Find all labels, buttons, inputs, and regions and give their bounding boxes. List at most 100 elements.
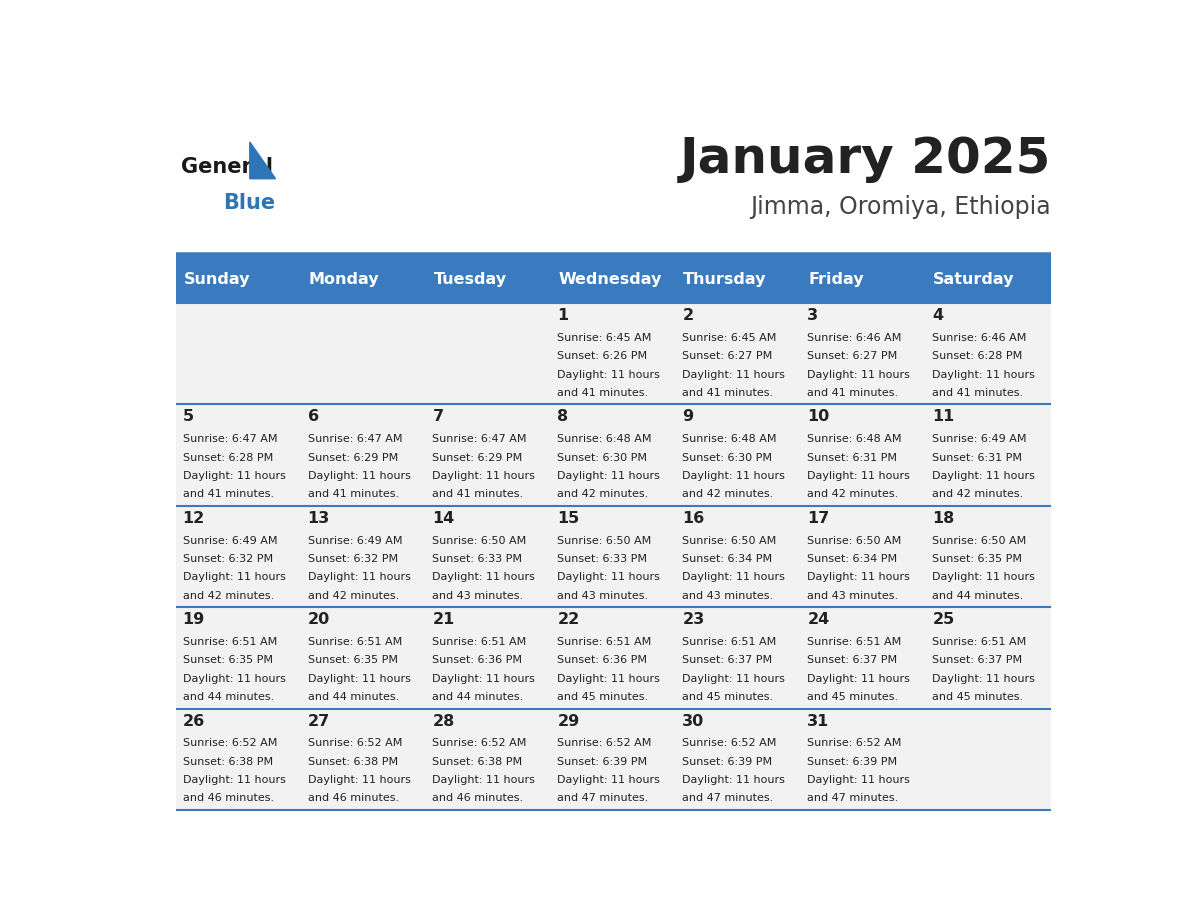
Bar <box>176 607 301 709</box>
Bar <box>176 255 301 303</box>
Text: Sunrise: 6:48 AM: Sunrise: 6:48 AM <box>557 434 652 444</box>
Text: 30: 30 <box>682 713 704 729</box>
Text: Daylight: 11 hours: Daylight: 11 hours <box>808 572 910 582</box>
Text: Sunrise: 6:50 AM: Sunrise: 6:50 AM <box>933 535 1026 545</box>
Text: Daylight: 11 hours: Daylight: 11 hours <box>808 674 910 684</box>
Bar <box>801 607 925 709</box>
Text: 17: 17 <box>808 510 829 526</box>
Bar <box>176 303 301 405</box>
Text: Sunset: 6:31 PM: Sunset: 6:31 PM <box>933 453 1023 463</box>
Text: Sunset: 6:37 PM: Sunset: 6:37 PM <box>933 655 1023 666</box>
Text: Sunset: 6:39 PM: Sunset: 6:39 PM <box>808 756 897 767</box>
Text: Sunset: 6:39 PM: Sunset: 6:39 PM <box>557 756 647 767</box>
Text: and 41 minutes.: and 41 minutes. <box>682 388 773 398</box>
Text: Sunset: 6:38 PM: Sunset: 6:38 PM <box>183 756 273 767</box>
Text: Daylight: 11 hours: Daylight: 11 hours <box>432 674 536 684</box>
Text: Sunset: 6:27 PM: Sunset: 6:27 PM <box>808 352 898 361</box>
Text: and 42 minutes.: and 42 minutes. <box>557 489 649 499</box>
Text: and 44 minutes.: and 44 minutes. <box>183 692 273 702</box>
Text: Daylight: 11 hours: Daylight: 11 hours <box>808 775 910 785</box>
Text: Monday: Monday <box>309 272 379 286</box>
Text: Thursday: Thursday <box>683 272 766 286</box>
Text: Sunset: 6:31 PM: Sunset: 6:31 PM <box>808 453 897 463</box>
Bar <box>676 607 801 709</box>
Text: and 45 minutes.: and 45 minutes. <box>682 692 773 702</box>
Text: 1: 1 <box>557 308 569 323</box>
Text: Sunset: 6:35 PM: Sunset: 6:35 PM <box>183 655 272 666</box>
Text: and 41 minutes.: and 41 minutes. <box>557 388 649 398</box>
Bar <box>676 709 801 810</box>
Text: Sunrise: 6:51 AM: Sunrise: 6:51 AM <box>682 637 777 647</box>
Text: and 44 minutes.: and 44 minutes. <box>933 590 1024 600</box>
Bar <box>551 709 676 810</box>
Bar <box>801 405 925 506</box>
Text: Sunset: 6:27 PM: Sunset: 6:27 PM <box>682 352 772 361</box>
Text: 16: 16 <box>682 510 704 526</box>
Text: Sunrise: 6:51 AM: Sunrise: 6:51 AM <box>308 637 402 647</box>
Text: Jimma, Oromiya, Ethiopia: Jimma, Oromiya, Ethiopia <box>750 195 1051 219</box>
Text: 27: 27 <box>308 713 330 729</box>
Bar <box>551 405 676 506</box>
Text: Daylight: 11 hours: Daylight: 11 hours <box>682 775 785 785</box>
Text: 6: 6 <box>308 409 318 424</box>
Bar <box>176 506 301 607</box>
Text: Daylight: 11 hours: Daylight: 11 hours <box>682 572 785 582</box>
Text: Sunrise: 6:48 AM: Sunrise: 6:48 AM <box>808 434 902 444</box>
Text: and 42 minutes.: and 42 minutes. <box>308 590 399 600</box>
Text: and 47 minutes.: and 47 minutes. <box>808 793 898 803</box>
Text: Daylight: 11 hours: Daylight: 11 hours <box>933 572 1035 582</box>
Bar <box>801 303 925 405</box>
Text: 14: 14 <box>432 510 455 526</box>
Text: Sunset: 6:34 PM: Sunset: 6:34 PM <box>682 554 772 564</box>
Bar <box>551 607 676 709</box>
Text: and 43 minutes.: and 43 minutes. <box>432 590 524 600</box>
Text: 7: 7 <box>432 409 443 424</box>
Text: Sunrise: 6:52 AM: Sunrise: 6:52 AM <box>432 738 526 748</box>
Text: and 47 minutes.: and 47 minutes. <box>682 793 773 803</box>
Text: Sunrise: 6:51 AM: Sunrise: 6:51 AM <box>183 637 277 647</box>
Text: Sunset: 6:29 PM: Sunset: 6:29 PM <box>308 453 398 463</box>
Text: Sunset: 6:33 PM: Sunset: 6:33 PM <box>557 554 647 564</box>
Bar <box>676 303 801 405</box>
Text: Sunset: 6:28 PM: Sunset: 6:28 PM <box>183 453 273 463</box>
Text: and 47 minutes.: and 47 minutes. <box>557 793 649 803</box>
Text: Sunset: 6:39 PM: Sunset: 6:39 PM <box>682 756 772 767</box>
Text: Daylight: 11 hours: Daylight: 11 hours <box>432 471 536 481</box>
Text: Daylight: 11 hours: Daylight: 11 hours <box>557 471 661 481</box>
Text: Sunrise: 6:52 AM: Sunrise: 6:52 AM <box>808 738 902 748</box>
Text: Sunrise: 6:49 AM: Sunrise: 6:49 AM <box>933 434 1026 444</box>
Text: Sunset: 6:32 PM: Sunset: 6:32 PM <box>308 554 398 564</box>
Text: and 42 minutes.: and 42 minutes. <box>183 590 273 600</box>
Text: Sunrise: 6:45 AM: Sunrise: 6:45 AM <box>682 333 777 342</box>
Text: Daylight: 11 hours: Daylight: 11 hours <box>682 674 785 684</box>
Text: and 43 minutes.: and 43 minutes. <box>682 590 773 600</box>
Text: Sunset: 6:26 PM: Sunset: 6:26 PM <box>557 352 647 361</box>
Text: Daylight: 11 hours: Daylight: 11 hours <box>432 775 536 785</box>
Text: Sunday: Sunday <box>183 272 249 286</box>
Text: Daylight: 11 hours: Daylight: 11 hours <box>183 572 285 582</box>
Text: Sunset: 6:28 PM: Sunset: 6:28 PM <box>933 352 1023 361</box>
Text: 31: 31 <box>808 713 829 729</box>
Bar <box>676 506 801 607</box>
Bar <box>301 709 426 810</box>
Bar <box>301 255 426 303</box>
Text: Daylight: 11 hours: Daylight: 11 hours <box>682 471 785 481</box>
Bar <box>426 405 551 506</box>
Text: Sunset: 6:34 PM: Sunset: 6:34 PM <box>808 554 897 564</box>
Text: Sunrise: 6:49 AM: Sunrise: 6:49 AM <box>183 535 277 545</box>
Bar <box>801 506 925 607</box>
Text: 5: 5 <box>183 409 194 424</box>
Text: and 45 minutes.: and 45 minutes. <box>933 692 1023 702</box>
Text: and 46 minutes.: and 46 minutes. <box>432 793 524 803</box>
Text: Daylight: 11 hours: Daylight: 11 hours <box>183 674 285 684</box>
Text: and 42 minutes.: and 42 minutes. <box>808 489 898 499</box>
Text: Daylight: 11 hours: Daylight: 11 hours <box>432 572 536 582</box>
Text: Daylight: 11 hours: Daylight: 11 hours <box>557 572 661 582</box>
Text: Sunrise: 6:50 AM: Sunrise: 6:50 AM <box>682 535 777 545</box>
Bar <box>176 405 301 506</box>
Bar <box>551 303 676 405</box>
Text: General: General <box>181 157 273 177</box>
Text: Daylight: 11 hours: Daylight: 11 hours <box>933 471 1035 481</box>
Text: 4: 4 <box>933 308 943 323</box>
Text: 10: 10 <box>808 409 829 424</box>
